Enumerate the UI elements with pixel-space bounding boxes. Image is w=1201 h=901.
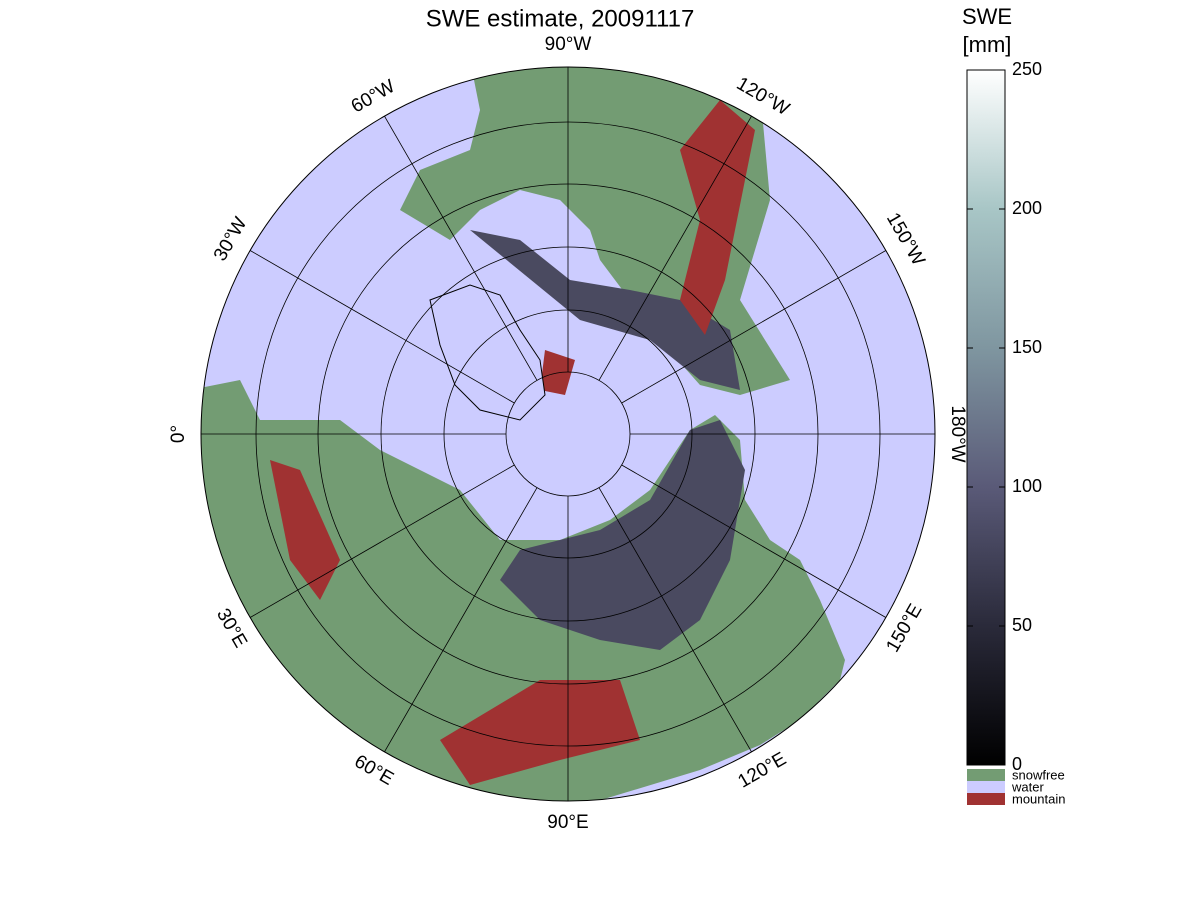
meridian bbox=[621, 464, 887, 618]
meridian bbox=[249, 250, 515, 404]
meridian bbox=[598, 487, 752, 753]
colorbar-tick-label: 250 bbox=[1012, 59, 1042, 79]
meridian-label: 180°W bbox=[947, 405, 968, 462]
colorbar-tick-label: 150 bbox=[1012, 337, 1042, 357]
colorbar-tick-label: 50 bbox=[1012, 615, 1032, 635]
meridian bbox=[384, 115, 538, 381]
title: SWE estimate, 20091117 bbox=[426, 5, 695, 32]
mountain-asia bbox=[440, 680, 640, 785]
meridian-label: 30°W bbox=[210, 214, 252, 265]
mountain-scandinavia bbox=[270, 460, 340, 600]
meridian-label: 90°E bbox=[547, 812, 588, 833]
mountain-rockies bbox=[680, 100, 755, 335]
legend-label: snowfree bbox=[1012, 767, 1065, 782]
meridian-label: 30°E bbox=[212, 605, 251, 651]
meridian bbox=[621, 250, 887, 404]
map-border bbox=[200, 66, 936, 802]
legend-swatch bbox=[967, 781, 1005, 793]
greenland bbox=[429, 284, 546, 421]
legend-label: mountain bbox=[1012, 791, 1065, 806]
colorbar bbox=[966, 69, 1006, 766]
meridian bbox=[249, 464, 515, 618]
graticule bbox=[201, 67, 935, 801]
meridian-label: 0° bbox=[168, 425, 189, 443]
legend-swatch bbox=[967, 769, 1005, 781]
meridian bbox=[598, 115, 752, 381]
meridian-label: 60°E bbox=[351, 751, 397, 790]
colorbar-label: SWE bbox=[962, 4, 1012, 29]
snow-na bbox=[470, 230, 740, 390]
meridian bbox=[384, 487, 538, 753]
colorbar-tick-label: 0 bbox=[1012, 754, 1022, 774]
colorbar-tick-label: 100 bbox=[1012, 476, 1042, 496]
meridian-label: 60°W bbox=[348, 76, 399, 118]
colorbar-label: [mm] bbox=[963, 32, 1012, 57]
meridian-label: 90°W bbox=[545, 34, 592, 55]
legend-label: water bbox=[1011, 779, 1044, 794]
colorbar-tick-label: 200 bbox=[1012, 198, 1042, 218]
legend-swatch bbox=[967, 793, 1005, 805]
map-disc bbox=[201, 67, 935, 801]
